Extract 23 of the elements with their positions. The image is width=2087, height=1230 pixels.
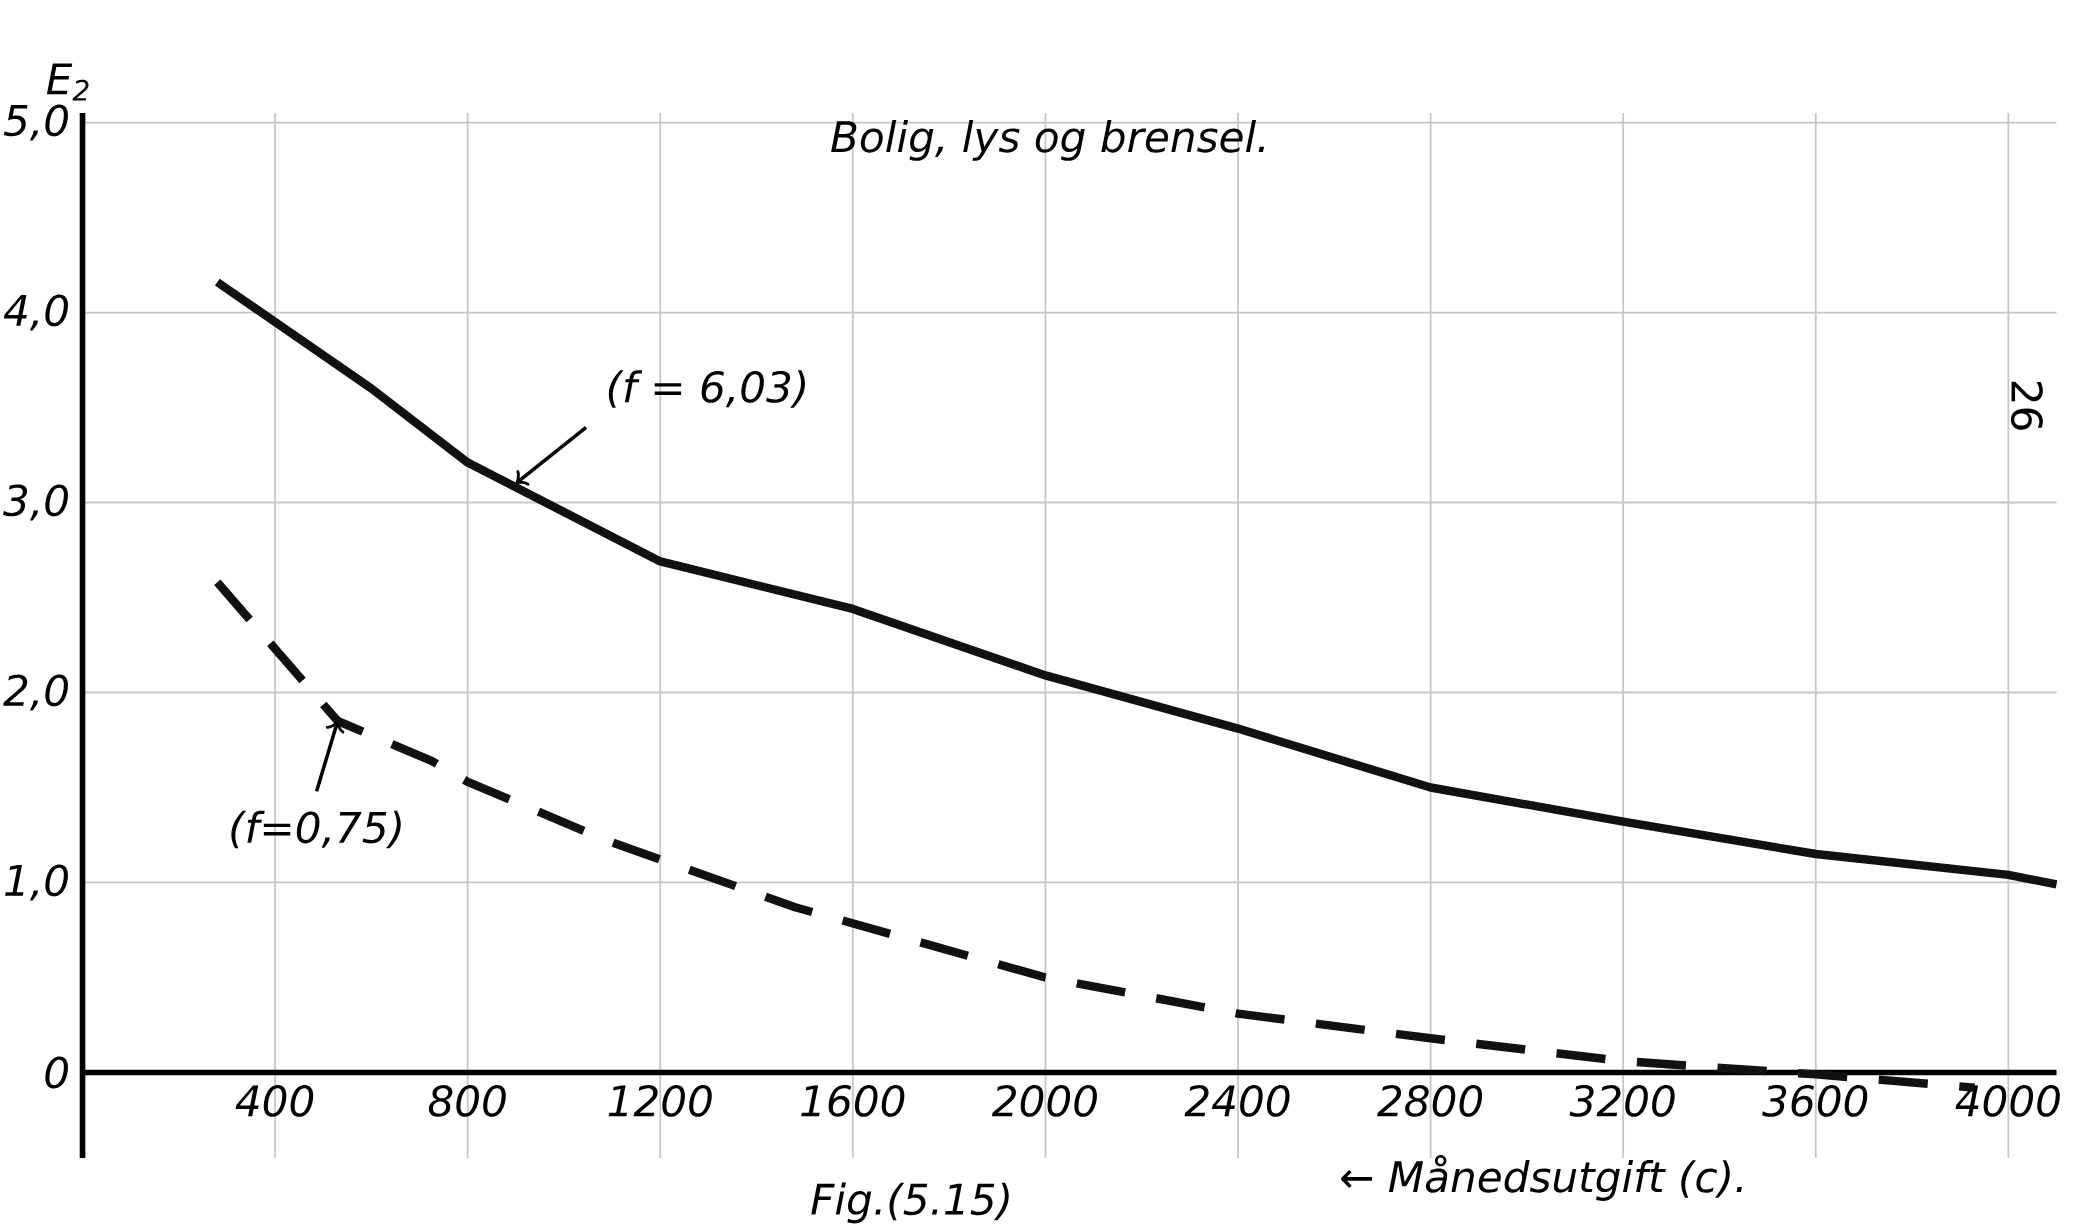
y-tick-label: 5,0 (3, 104, 68, 141)
x-tick-label: 1200 (608, 1084, 712, 1117)
y-tick-label: 1,0 (5, 864, 68, 901)
x-tick-label: 800 (428, 1084, 506, 1117)
x-tick-label: 400 (235, 1084, 314, 1117)
annotation: (f=0,75) (231, 810, 401, 849)
chart-title: Bolig, lys og brensel. (831, 120, 1265, 161)
x-tick-label: 2800 (1377, 1084, 1483, 1117)
annotation: (f = 6,03) (608, 370, 805, 408)
y-tick-label: 4,0 (3, 294, 68, 331)
annotation: 26 (2010, 381, 2043, 430)
y-tick-label: 2,0 (3, 674, 68, 711)
y-tick-label: 0 (45, 1056, 68, 1089)
x-axis-title: ← Månedsutgift (c). (1341, 1155, 1742, 1201)
x-tick-label: 1600 (801, 1084, 905, 1117)
text: Fig.(5.15) (811, 1182, 1009, 1224)
y-axis-title: E$_{2}$ (46, 63, 89, 101)
x-tick-label: 2400 (1184, 1084, 1290, 1117)
y-tick-label: 3,0 (3, 484, 68, 521)
x-tick-label: 2000 (991, 1084, 1097, 1117)
x-tick-label: 4000 (1955, 1084, 2060, 1117)
x-tick-label: 3200 (1569, 1084, 1675, 1117)
x-tick-label: 3600 (1762, 1084, 1868, 1117)
